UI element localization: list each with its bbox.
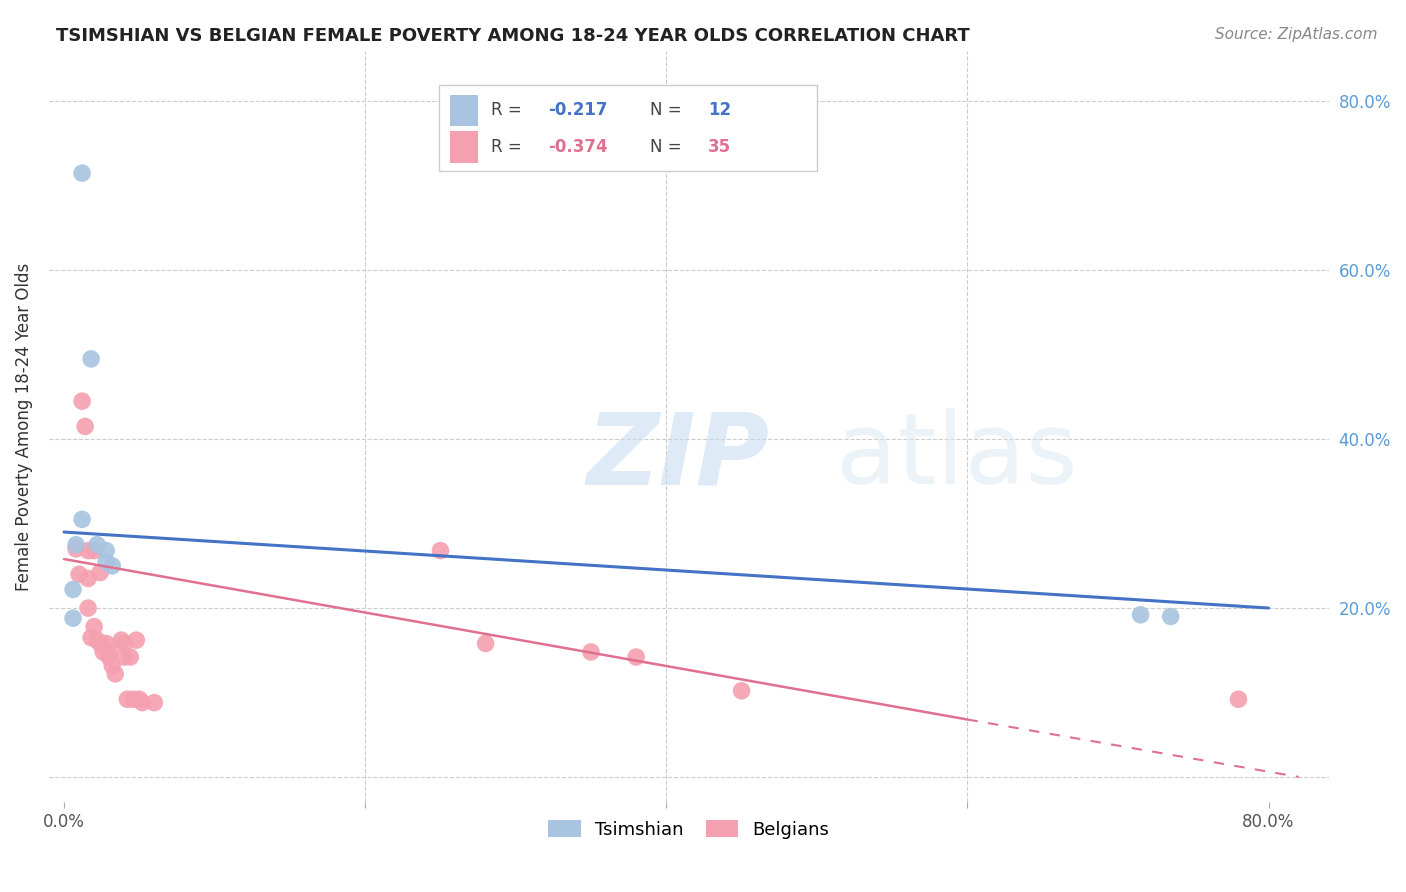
Point bbox=[120, 650, 142, 665]
Point bbox=[98, 645, 121, 659]
Point bbox=[65, 541, 87, 556]
Point bbox=[112, 650, 135, 665]
Point bbox=[125, 633, 148, 648]
Point bbox=[429, 543, 451, 558]
Point bbox=[75, 419, 97, 434]
Point bbox=[62, 611, 84, 625]
Point bbox=[70, 166, 93, 180]
Point bbox=[96, 543, 118, 558]
Point bbox=[117, 692, 139, 706]
Point bbox=[1129, 607, 1152, 622]
Point bbox=[89, 566, 111, 580]
Point bbox=[1227, 692, 1250, 706]
Point bbox=[104, 667, 127, 681]
Point bbox=[80, 631, 103, 645]
Text: -0.374: -0.374 bbox=[548, 137, 607, 156]
FancyBboxPatch shape bbox=[450, 95, 478, 126]
Point bbox=[67, 567, 90, 582]
Point bbox=[474, 636, 496, 650]
Text: -0.217: -0.217 bbox=[548, 102, 607, 120]
Text: Source: ZipAtlas.com: Source: ZipAtlas.com bbox=[1215, 27, 1378, 42]
Point bbox=[80, 351, 103, 366]
Point bbox=[131, 696, 153, 710]
Point bbox=[624, 650, 647, 665]
Y-axis label: Female Poverty Among 18-24 Year Olds: Female Poverty Among 18-24 Year Olds bbox=[15, 262, 32, 591]
Point bbox=[89, 636, 111, 650]
Text: atlas: atlas bbox=[837, 408, 1077, 505]
Text: R =: R = bbox=[491, 137, 526, 156]
Point bbox=[122, 692, 145, 706]
Text: 35: 35 bbox=[709, 137, 731, 156]
FancyBboxPatch shape bbox=[439, 85, 817, 171]
Point bbox=[91, 645, 114, 659]
Point bbox=[70, 512, 93, 526]
Text: TSIMSHIAN VS BELGIAN FEMALE POVERTY AMONG 18-24 YEAR OLDS CORRELATION CHART: TSIMSHIAN VS BELGIAN FEMALE POVERTY AMON… bbox=[56, 27, 970, 45]
Point bbox=[730, 683, 752, 698]
Point bbox=[143, 696, 166, 710]
Point bbox=[112, 636, 135, 650]
Text: 12: 12 bbox=[709, 102, 731, 120]
Point bbox=[86, 538, 108, 552]
Point bbox=[98, 650, 121, 665]
Point bbox=[62, 582, 84, 597]
Point bbox=[579, 645, 602, 659]
Point bbox=[101, 558, 124, 573]
Legend: Tsimshian, Belgians: Tsimshian, Belgians bbox=[541, 813, 837, 846]
Point bbox=[83, 543, 105, 558]
Point bbox=[70, 394, 93, 409]
Text: ZIP: ZIP bbox=[586, 408, 769, 505]
Point bbox=[101, 658, 124, 673]
Point bbox=[65, 538, 87, 552]
Point bbox=[128, 692, 150, 706]
Text: N =: N = bbox=[651, 137, 688, 156]
Point bbox=[1160, 609, 1182, 624]
Point bbox=[83, 619, 105, 633]
Point bbox=[110, 633, 132, 648]
Text: R =: R = bbox=[491, 102, 526, 120]
Point bbox=[77, 601, 100, 615]
FancyBboxPatch shape bbox=[450, 131, 478, 162]
Point bbox=[77, 572, 100, 586]
Point bbox=[77, 543, 100, 558]
Text: N =: N = bbox=[651, 102, 688, 120]
Point bbox=[96, 555, 118, 569]
Point bbox=[86, 633, 108, 648]
Point bbox=[96, 636, 118, 650]
